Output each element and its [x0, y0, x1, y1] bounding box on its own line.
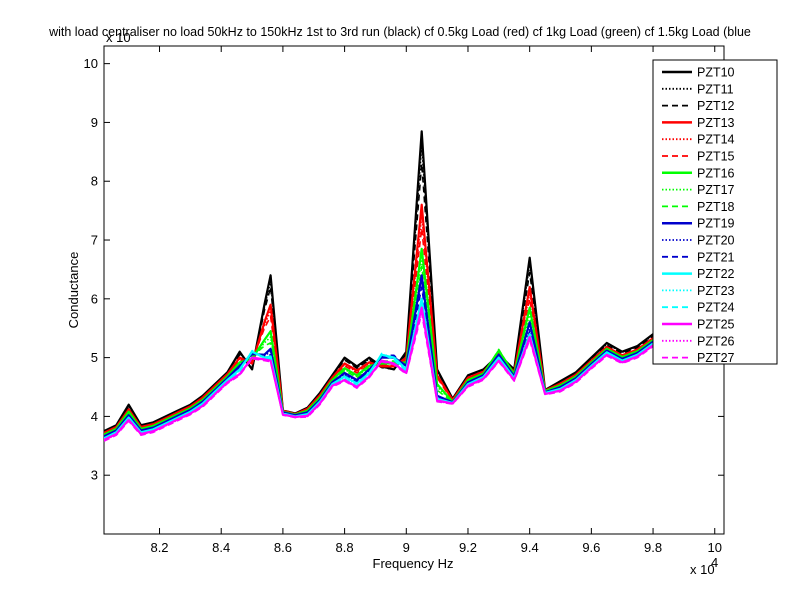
y-exponent-label: x 10 [106, 30, 131, 45]
x-exponent-label: x 10 [690, 562, 715, 577]
legend-entry: PZT13 [662, 116, 735, 130]
legend-entry: PZT18 [662, 200, 735, 214]
x-axis-label: Frequency Hz [373, 556, 454, 571]
x-exponent: x 10 4 [690, 555, 718, 577]
legend-entry: PZT27 [662, 351, 735, 365]
legend-label: PZT18 [697, 200, 735, 214]
legend-label: PZT25 [697, 318, 735, 332]
y-tick-label: 8 [91, 174, 98, 189]
x-tick-label: 9 [403, 540, 410, 555]
y-tick-label: 6 [91, 291, 98, 306]
x-tick-label: 9.2 [459, 540, 477, 555]
series-line-pzt27 [104, 312, 715, 442]
x-tick-label: 8.8 [336, 540, 354, 555]
legend-label: PZT27 [697, 351, 735, 365]
legend-entry: PZT24 [662, 301, 735, 315]
legend-entry: PZT20 [662, 234, 735, 248]
legend-label: PZT26 [697, 334, 735, 348]
x-tick-label: 9.8 [644, 540, 662, 555]
y-tick-label: 7 [91, 233, 98, 248]
legend-label: PZT11 [697, 82, 734, 96]
legend-label: PZT16 [697, 166, 735, 180]
x-tick-label: 8.2 [150, 540, 168, 555]
legend-entry: PZT11 [662, 82, 734, 96]
y-tick-label: 3 [91, 468, 98, 483]
legend-label: PZT20 [697, 234, 735, 248]
legend-entry: PZT22 [662, 267, 735, 281]
legend-box [652, 59, 778, 365]
legend-entry: PZT10 [662, 66, 735, 80]
legend-label: PZT14 [697, 133, 735, 147]
x-tick-label: 8.4 [212, 540, 230, 555]
legend-label: PZT22 [697, 267, 735, 281]
legend-label: PZT15 [697, 150, 735, 164]
legend: PZT10 PZT11 PZT12 PZT13 PZT14 PZT15 PZT16 PZT17… [652, 59, 778, 365]
legend-label: PZT12 [697, 99, 735, 113]
legend-label: PZT24 [697, 301, 735, 315]
legend-entry: PZT17 [662, 183, 735, 197]
axes-ticks: 8.2 8.4 8.6 8.8 9 9.2 9.4 9.6 9.8 10 3 4 5 6 7 8 9 10 [84, 46, 724, 555]
legend-label: PZT10 [697, 66, 735, 80]
legend-entry: PZT15 [662, 150, 735, 164]
legend-label: PZT17 [697, 183, 735, 197]
legend-entry: PZT26 [662, 334, 735, 348]
legend-label: PZT21 [697, 250, 735, 264]
legend-entry: PZT16 [662, 166, 735, 180]
y-tick-label: 4 [91, 409, 98, 424]
legend-entry: PZT25 [662, 318, 735, 332]
legend-entry: PZT14 [662, 133, 735, 147]
legend-entry: PZT19 [662, 217, 735, 231]
x-tick-label: 9.6 [582, 540, 600, 555]
x-exponent-power: 4 [711, 555, 718, 570]
x-tick-label: 8.6 [274, 540, 292, 555]
legend-entries: PZT10 PZT11 PZT12 PZT13 PZT14 PZT15 PZT16 PZT17… [662, 66, 735, 365]
legend-entry: PZT23 [662, 284, 735, 298]
series-layer [104, 130, 716, 442]
legend-label: PZT19 [697, 217, 735, 231]
y-tick-label: 9 [91, 115, 98, 130]
legend-entry: PZT12 [662, 99, 735, 113]
chart-title: with load centraliser no load 50kHz to 1… [48, 25, 751, 39]
legend-entry: PZT21 [662, 250, 735, 264]
x-tick-label: 10 [708, 540, 722, 555]
x-tick-label: 9.4 [521, 540, 539, 555]
y-tick-label: 10 [84, 56, 98, 71]
legend-label: PZT23 [697, 284, 735, 298]
y-axis-label: Conductance [66, 252, 81, 329]
y-tick-label: 5 [91, 350, 98, 365]
legend-label: PZT13 [697, 116, 735, 130]
